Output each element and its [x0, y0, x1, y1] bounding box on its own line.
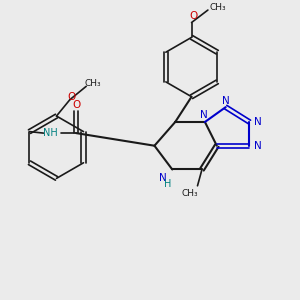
Text: N: N — [200, 110, 207, 120]
Text: N: N — [254, 141, 262, 151]
Text: O: O — [189, 11, 197, 21]
Text: NH: NH — [44, 128, 58, 138]
Text: CH₃: CH₃ — [84, 79, 101, 88]
Text: H: H — [164, 179, 172, 189]
Text: O: O — [72, 100, 80, 110]
Text: N: N — [254, 117, 262, 127]
Text: N: N — [160, 173, 167, 183]
Text: O: O — [67, 92, 76, 102]
Text: N: N — [222, 96, 230, 106]
Text: CH₃: CH₃ — [209, 3, 226, 12]
Text: CH₃: CH₃ — [182, 189, 198, 198]
